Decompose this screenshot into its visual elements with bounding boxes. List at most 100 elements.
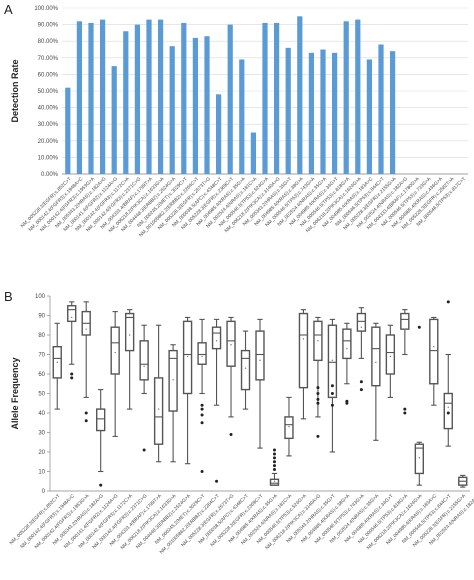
- outlier-point: [200, 421, 204, 425]
- y-tick-label: 10: [38, 470, 45, 476]
- bar: [123, 31, 129, 174]
- panel-label-b: B: [4, 289, 13, 304]
- outlier-point: [200, 413, 204, 417]
- mean-marker: [331, 359, 334, 362]
- bar: [99, 19, 106, 175]
- bar: [285, 47, 291, 175]
- y-axis-title: Detection Rate: [10, 59, 20, 122]
- box: [240, 349, 251, 391]
- mean-marker: [71, 316, 73, 319]
- y-tick-label: 20: [38, 450, 45, 456]
- bar: [157, 19, 164, 175]
- x-category-label: NM_005228.3(EGFR):c.2155G>A: [412, 493, 468, 549]
- box: [429, 318, 439, 385]
- box: [255, 330, 265, 381]
- x-category-label: NM_004333.4(BRAF):c.1799T>A: [109, 493, 164, 548]
- box: [356, 312, 367, 332]
- outlier-point: [272, 460, 276, 464]
- mean-marker: [418, 457, 421, 459]
- box: [182, 320, 193, 395]
- y-tick-label: 70.00%: [38, 56, 59, 62]
- outlier-point: [446, 300, 450, 304]
- bar: [273, 22, 280, 174]
- y-tick-label: 80: [38, 333, 45, 339]
- bar: [227, 24, 233, 174]
- bar: [297, 16, 303, 174]
- mean-marker: [302, 338, 305, 340]
- box: [371, 326, 381, 387]
- box: [124, 312, 135, 352]
- outlier-point: [316, 386, 320, 390]
- mean-marker: [186, 355, 189, 358]
- bar: [181, 22, 187, 174]
- outlier-point: [417, 325, 421, 329]
- y-tick-label: 100.00%: [34, 6, 58, 12]
- mean-marker: [230, 344, 232, 346]
- outlier-point: [70, 376, 74, 380]
- mean-marker: [346, 347, 348, 350]
- bar: [76, 21, 83, 175]
- outlier-point: [316, 392, 320, 395]
- box: [96, 408, 106, 432]
- box: [168, 349, 178, 412]
- y-tick-label: 90.00%: [38, 23, 59, 29]
- outlier-point: [272, 452, 276, 456]
- y-tick-label: 60.00%: [38, 72, 59, 78]
- box: [342, 328, 352, 360]
- outlier-point: [99, 483, 103, 487]
- bar: [378, 44, 384, 174]
- mean-marker: [317, 340, 319, 342]
- outlier-point: [316, 401, 320, 405]
- outlier-point: [84, 411, 88, 415]
- box: [269, 478, 280, 486]
- mean-marker: [447, 406, 449, 408]
- outlier-point: [70, 372, 74, 376]
- box: [226, 320, 236, 367]
- y-tick-label: 60: [38, 372, 45, 378]
- bar: [308, 52, 315, 174]
- box: [139, 340, 149, 381]
- y-tick-label: 0: [42, 489, 46, 495]
- box: [153, 377, 164, 445]
- outlier-point: [316, 434, 320, 438]
- outlier-point: [272, 468, 276, 472]
- y-tick-label: 90: [38, 314, 45, 320]
- x-category-label: NM_005228.3(EGFR):c.2573T>G: [180, 493, 235, 548]
- bar: [88, 22, 94, 174]
- box: [197, 342, 207, 365]
- x-category-label: NM_002524.4(NRAS):c.182A>G: [428, 493, 474, 547]
- outlier-point: [330, 392, 334, 395]
- outlier-point: [84, 419, 88, 423]
- y-tick-label: 30: [38, 431, 45, 437]
- bar: [111, 66, 117, 174]
- outlier-point: [200, 470, 204, 473]
- box: [284, 416, 294, 440]
- outlier-point: [200, 407, 204, 411]
- mean-marker: [244, 367, 247, 369]
- bar: [331, 52, 338, 174]
- bar: [250, 132, 257, 174]
- y-tick-label: 10.00%: [38, 155, 59, 161]
- y-tick-label: 70: [38, 353, 45, 359]
- bar: [239, 59, 245, 174]
- y-tick-label: 50: [38, 392, 45, 398]
- mean-marker: [85, 328, 87, 330]
- y-tick-label: 40.00%: [38, 106, 59, 112]
- outlier-point: [200, 403, 204, 407]
- y-tick-label: 40: [38, 411, 45, 417]
- bar: [215, 94, 222, 174]
- mean-marker: [56, 361, 58, 363]
- mean-marker: [360, 326, 363, 328]
- bar: [262, 22, 268, 174]
- mean-marker: [389, 355, 392, 358]
- allele-frequency-box-plot: 0 10 20 30 40 50 60 70 80 90 100 NM_005228.3(EGFR):…: [9, 294, 474, 555]
- mean-marker: [114, 351, 116, 354]
- outlier-point: [142, 448, 146, 452]
- outlier-point: [330, 384, 334, 388]
- mean-marker: [273, 480, 276, 482]
- box: [385, 334, 396, 375]
- bar: [192, 37, 199, 174]
- outlier-point: [330, 403, 334, 407]
- y-tick-label: 20.00%: [38, 139, 59, 145]
- outlier-point: [229, 432, 233, 436]
